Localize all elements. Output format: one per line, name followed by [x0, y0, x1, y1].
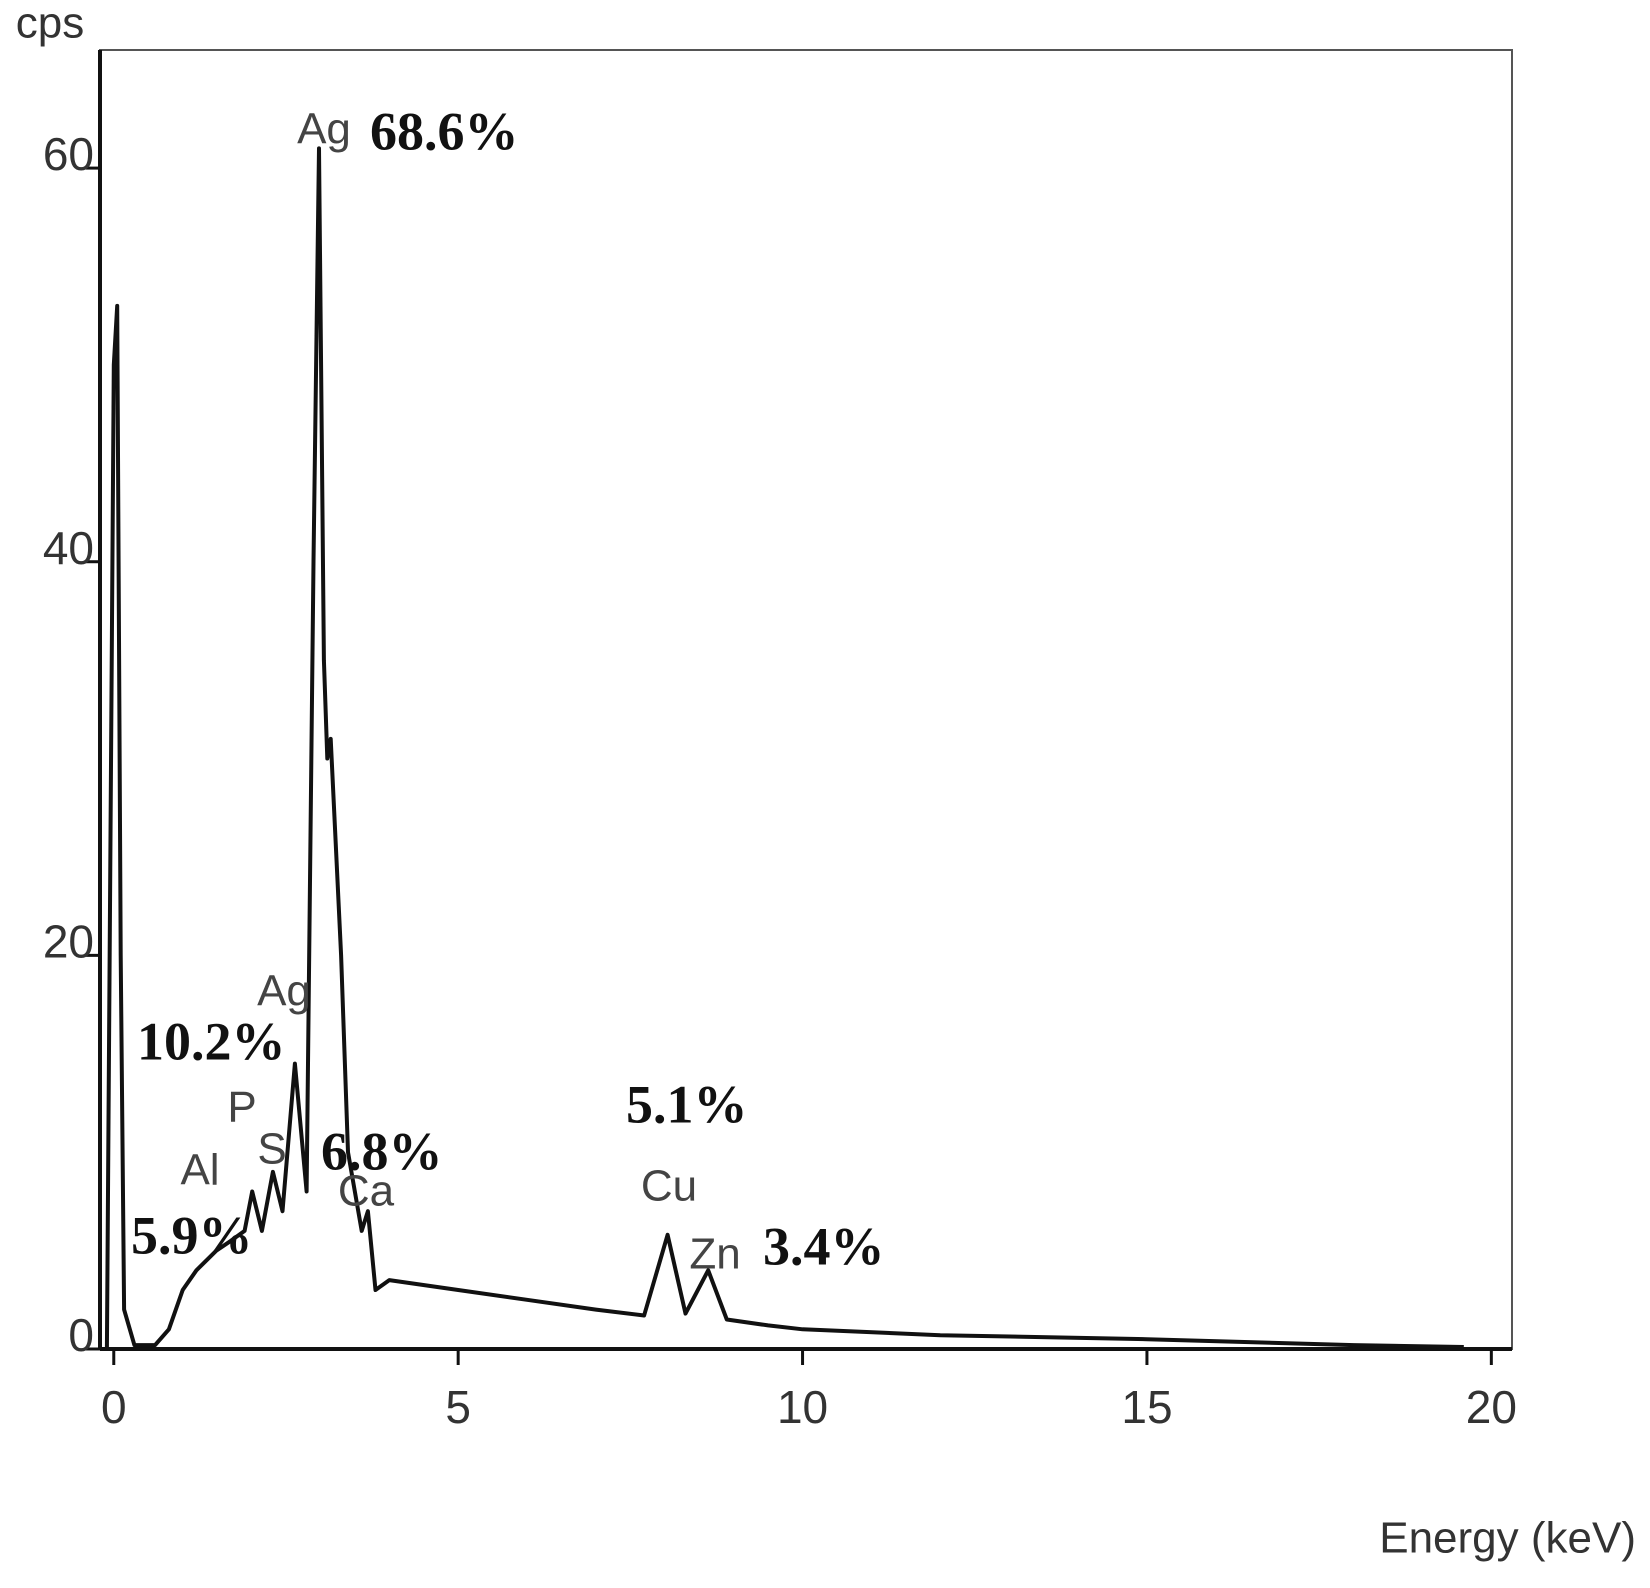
annotation: P: [227, 1083, 256, 1132]
annotation: 5.1%: [626, 1074, 748, 1134]
x-tick-label: 5: [445, 1381, 471, 1433]
y-tick-label: 20: [43, 916, 94, 968]
y-tick-label: 0: [68, 1309, 94, 1361]
x-axis-title: Energy (keV): [1379, 1514, 1636, 1563]
annotation: 6.8%: [321, 1121, 443, 1181]
x-tick-label: 10: [777, 1381, 828, 1433]
annotation: 5.9%: [131, 1205, 253, 1265]
x-tick-label: 20: [1466, 1381, 1517, 1433]
annotation: Al: [180, 1146, 219, 1195]
annotation: Zn: [689, 1230, 740, 1279]
spectrum-line: [104, 146, 1464, 1350]
x-tick-label: 15: [1121, 1381, 1172, 1433]
annotation: Ag: [257, 967, 311, 1016]
y-axis-title: cps: [16, 0, 84, 48]
annotation: Ca: [338, 1167, 395, 1216]
annotation: 3.4%: [763, 1216, 885, 1276]
annotation: Ag: [297, 105, 351, 154]
annotation: 10.2%: [137, 1011, 286, 1071]
annotation: 68.6%: [370, 101, 519, 161]
y-tick-label: 60: [43, 128, 94, 180]
annotation: Cu: [641, 1162, 697, 1211]
y-tick-label: 40: [43, 522, 94, 574]
annotation: S: [257, 1125, 286, 1174]
x-tick-label: 0: [101, 1381, 127, 1433]
